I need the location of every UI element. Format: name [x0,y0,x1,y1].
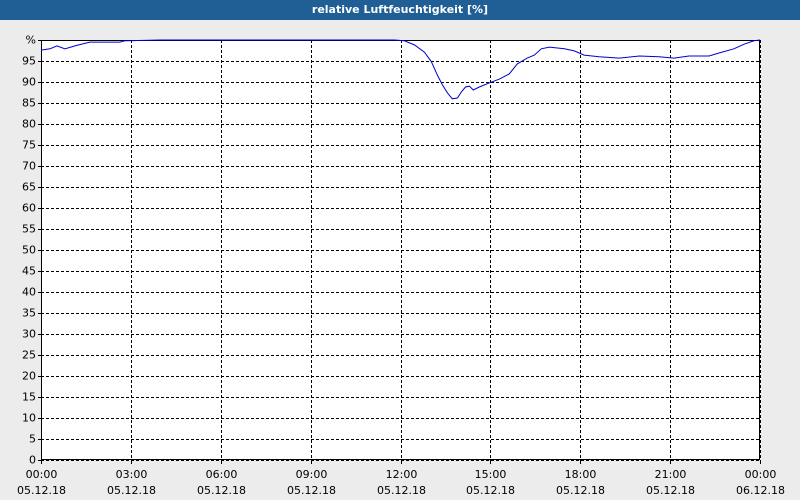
y-tick-label: 10 [22,412,36,425]
y-tick-label: 60 [22,202,36,215]
y-tick-label: 5 [29,433,36,446]
chart-title: relative Luftfeuchtigkeit [%] [312,3,488,16]
y-tick-label: 20 [22,370,36,383]
plot-area [41,40,760,460]
y-tick-label: 40 [22,286,36,299]
y-tick-label: 75 [22,139,36,152]
x-tick-date: 05.12.18 [17,484,66,497]
y-tick-label: 45 [22,265,36,278]
x-tick-label: 09:00 [296,468,328,481]
x-tick-label: 00:00 [26,468,58,481]
x-tick-date: 05.12.18 [107,484,156,497]
y-tick-label: 35 [22,307,36,320]
x-tick-label: 00:00 [745,468,777,481]
y-tick-label: 25 [22,349,36,362]
x-tick-date: 05.12.18 [287,484,336,497]
title-bar [0,0,800,20]
x-tick-label: 18:00 [565,468,597,481]
y-tick-label: 50 [22,244,36,257]
y-tick-label: 70 [22,160,36,173]
x-tick-label: 21:00 [655,468,687,481]
y-tick-label: 15 [22,391,36,404]
x-tick-label: 15:00 [475,468,507,481]
x-tick-date: 05.12.18 [466,484,515,497]
x-tick-date: 05.12.18 [197,484,246,497]
data-line [40,39,761,100]
x-tick-label: 06:00 [206,468,238,481]
y-tick-label: 0 [29,454,36,467]
y-tick-label: % [26,34,36,47]
x-tick-date: 05.12.18 [556,484,605,497]
x-tick-label: 12:00 [386,468,418,481]
y-tick-label: 90 [22,76,36,89]
y-tick-label: 55 [22,223,36,236]
x-tick-label: 03:00 [116,468,148,481]
x-tick-date: 05.12.18 [646,484,695,497]
y-tick-label: 30 [22,328,36,341]
y-tick-label: 65 [22,181,36,194]
y-tick-label: 85 [22,97,36,110]
x-tick-date: 05.12.18 [377,484,426,497]
x-tick-date: 06.12.18 [736,484,785,497]
y-tick-label: 80 [22,118,36,131]
y-tick-label: 95 [22,55,36,68]
